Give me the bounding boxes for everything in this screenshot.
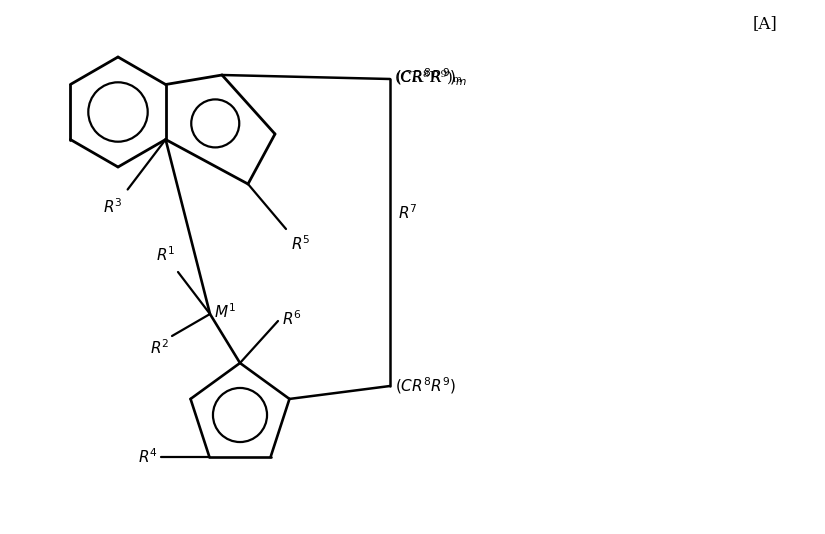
Text: $R^6$: $R^6$ bbox=[282, 310, 302, 328]
Text: $R^7$: $R^7$ bbox=[398, 203, 417, 222]
Text: $(CR^8R^9)$: $(CR^8R^9)$ bbox=[395, 375, 456, 396]
Text: $R^3$: $R^3$ bbox=[103, 198, 123, 216]
Text: $(CR^8R^9)_m$: $(CR^8R^9)_m$ bbox=[395, 66, 467, 88]
Text: $R^1$: $R^1$ bbox=[156, 245, 175, 264]
Text: $R^4$: $R^4$ bbox=[138, 447, 158, 466]
Text: $R^5$: $R^5$ bbox=[291, 234, 310, 253]
Text: $R^2$: $R^2$ bbox=[149, 338, 169, 357]
Text: $M^1$: $M^1$ bbox=[214, 303, 236, 321]
Text: (CR⁸R⁹)ₘ: (CR⁸R⁹)ₘ bbox=[395, 70, 463, 84]
Text: [A]: [A] bbox=[752, 15, 777, 33]
